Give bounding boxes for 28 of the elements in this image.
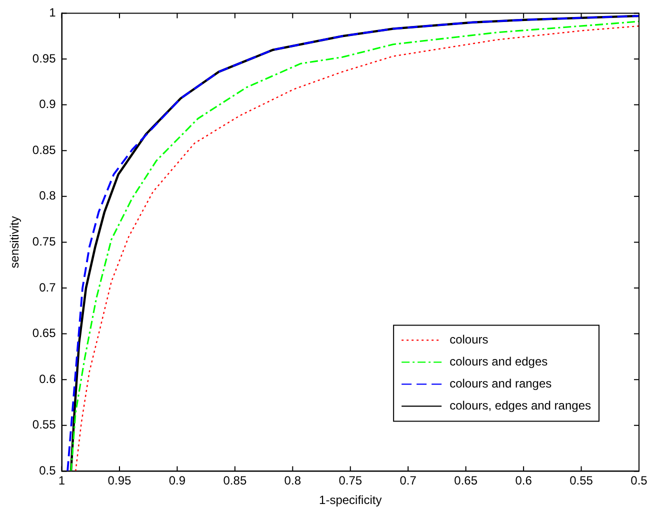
x-tick-label: 0.65: [454, 474, 478, 488]
x-tick-label: 0.7: [400, 474, 417, 488]
x-tick-label: 1: [58, 474, 66, 488]
x-tick-label: 0.6: [515, 474, 532, 488]
x-tick-label: 0.8: [284, 474, 302, 488]
y-tick-label: 0.6: [39, 372, 56, 386]
x-tick-label: 0.95: [108, 474, 132, 488]
y-tick-label: 0.75: [32, 234, 56, 249]
y-tick-label: 0.7: [39, 280, 56, 294]
legend-label: colours and ranges: [450, 376, 552, 391]
y-tick-label: 0.85: [32, 142, 56, 157]
y-tick-label: 0.95: [32, 51, 56, 66]
y-tick-label: 0.9: [39, 97, 56, 112]
y-tick-label: 0.65: [32, 326, 56, 340]
y-tick-label: 1: [49, 6, 56, 20]
y-tick-label: 0.5: [39, 464, 56, 478]
x-axis-title: 1-specificity: [319, 493, 382, 508]
y-tick-label: 0.55: [32, 418, 56, 432]
y-tick-label: 0.8: [39, 188, 56, 203]
x-tick-label: 0.75: [338, 474, 362, 488]
legend-label: colours and edges: [450, 354, 548, 369]
x-tick-label: 0.5: [630, 474, 648, 488]
legend-label: colours, edges and ranges: [450, 398, 592, 413]
x-tick-label: 0.55: [570, 474, 594, 488]
x-tick-label: 0.9: [168, 474, 186, 488]
x-tick-label: 0.85: [223, 474, 247, 488]
y-axis-title: sensitivity: [8, 216, 22, 268]
legend-label: colours: [450, 332, 488, 347]
